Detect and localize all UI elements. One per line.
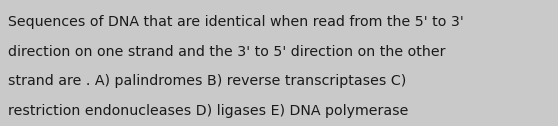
Text: strand are . A) palindromes B) reverse transcriptases C): strand are . A) palindromes B) reverse t… [8, 74, 407, 88]
Text: restriction endonucleases D) ligases E) DNA polymerase: restriction endonucleases D) ligases E) … [8, 104, 409, 118]
Text: Sequences of DNA that are identical when read from the 5' to 3': Sequences of DNA that are identical when… [8, 15, 464, 29]
Text: direction on one strand and the 3' to 5' direction on the other: direction on one strand and the 3' to 5'… [8, 45, 446, 59]
